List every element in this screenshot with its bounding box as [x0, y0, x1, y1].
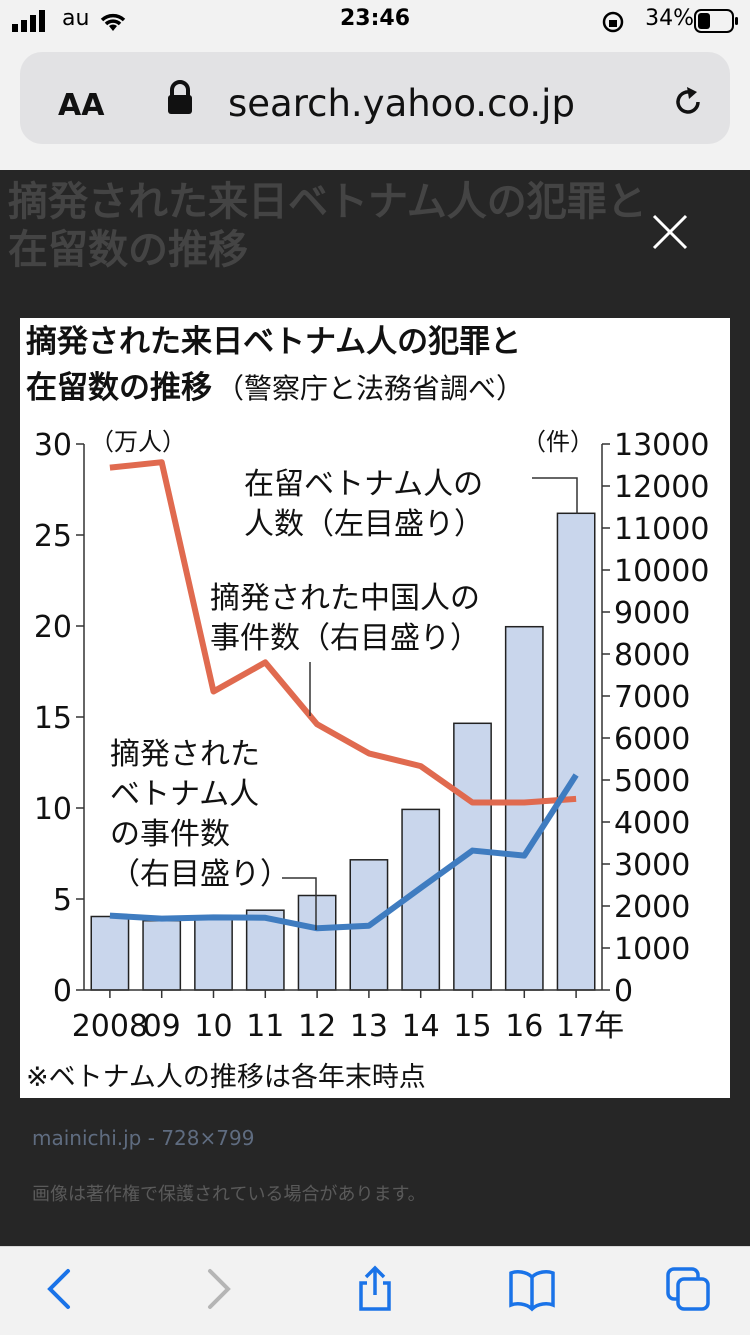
address-bar-area: AA search.yahoo.co.jp	[0, 44, 750, 170]
bar	[245, 909, 285, 991]
left-tick-label: 0	[53, 974, 72, 1009]
battery-icon	[694, 9, 738, 33]
vietnam-cases-label-line: 摘発された	[110, 737, 260, 772]
background-title: 摘発された来日ベトナム人の犯罪と 在留数の推移	[8, 179, 647, 273]
right-tick-label: 12000	[614, 470, 709, 505]
bars-label-line1: 摘発された中国人の	[210, 581, 480, 616]
bar	[194, 917, 233, 991]
vietnam-cases-label-line: （右目盛り）	[110, 857, 290, 892]
right-tick-label: 5000	[614, 764, 690, 799]
residents-label-line2: 人数（左目盛り）	[244, 507, 484, 542]
orientation-lock-icon	[602, 11, 624, 33]
right-tick-label: 7000	[614, 680, 690, 715]
x-tick-label: 10	[194, 1009, 232, 1044]
right-tick-label: 8000	[614, 638, 690, 673]
x-tick-label: 11	[246, 1009, 284, 1044]
x-tick-label: 14	[402, 1009, 440, 1044]
tabs-icon[interactable]	[664, 1265, 712, 1313]
vietnam-cases-leader-line	[282, 877, 317, 930]
image-meta: mainichi.jp - 728×799	[32, 1126, 254, 1150]
bar	[90, 915, 130, 991]
bar	[504, 625, 544, 991]
right-tick-label: 2000	[614, 890, 690, 925]
right-tick-label: 11000	[614, 512, 709, 547]
wifi-icon	[100, 13, 126, 31]
share-icon[interactable]	[351, 1265, 399, 1313]
status-bar: au 23:46 34%	[0, 0, 750, 44]
residents-leader-line	[532, 477, 578, 514]
url-text[interactable]: search.yahoo.co.jp	[228, 82, 575, 125]
right-tick-label: 0	[614, 974, 633, 1009]
right-tick-label: 10000	[614, 554, 709, 589]
right-axis-unit: （件）	[522, 428, 594, 456]
x-tick-label: 09	[143, 1009, 181, 1044]
right-tick-label: 3000	[614, 848, 690, 883]
left-tick-label: 10	[34, 792, 72, 827]
chart-title-line1: 摘発された来日ベトナム人の犯罪と	[26, 324, 521, 360]
clock: 23:46	[339, 6, 411, 31]
signal-icon	[12, 10, 45, 32]
left-axis-unit: （万人）	[90, 428, 186, 456]
chart-title-line2: 在留数の推移	[26, 370, 212, 406]
bookmarks-icon[interactable]	[508, 1265, 556, 1313]
lock-icon	[168, 80, 192, 114]
address-bar[interactable]: AA search.yahoo.co.jp	[20, 52, 730, 144]
right-tick-label: 1000	[614, 932, 690, 967]
close-icon[interactable]	[650, 212, 690, 252]
x-tick-label: 12	[298, 1009, 336, 1044]
bar	[556, 512, 596, 991]
right-tick-label: 6000	[614, 722, 690, 757]
copyright-notice: 画像は著作権で保護されている場合があります。	[32, 1184, 426, 1205]
image-preview: 摘発された来日ベトナム人の犯罪と 在留数の推移 （警察庁と法務省調べ） （万人） （件）…	[20, 318, 730, 1098]
x-tick-label: 15	[453, 1009, 491, 1044]
left-tick-label: 25	[34, 519, 72, 554]
reader-aa-button[interactable]: AA	[58, 88, 105, 123]
vietnam-cases-label-line: ベトナム人	[110, 777, 259, 812]
chart-source: （警察庁と法務省調べ）	[216, 372, 524, 405]
x-tick-label: 17年	[556, 1009, 624, 1044]
left-tick-label: 5	[53, 883, 72, 918]
x-tick-label: 2008	[72, 1009, 148, 1044]
image-dimensions: 728×799	[161, 1126, 255, 1150]
x-tick-label: 13	[350, 1009, 388, 1044]
x-tick-label: 16	[505, 1009, 543, 1044]
back-icon[interactable]	[36, 1265, 84, 1313]
bar	[142, 919, 182, 991]
image-source[interactable]: mainichi.jp	[32, 1126, 142, 1150]
carrier-label: au	[62, 6, 90, 31]
reload-icon[interactable]	[670, 84, 706, 120]
right-tick-label: 13000	[614, 428, 709, 463]
residents-label-line1: 在留ベトナム人の	[244, 467, 483, 502]
vietnam-cases-label-line: の事件数	[110, 817, 230, 852]
bars-label-line2: 事件数（右目盛り）	[210, 621, 480, 656]
right-tick-label: 9000	[614, 596, 690, 631]
forward-icon[interactable]	[194, 1265, 242, 1313]
left-tick-label: 30	[34, 428, 72, 463]
battery-percent: 34%	[645, 6, 694, 31]
right-tick-label: 4000	[614, 806, 690, 841]
vietnam-cases-line	[109, 773, 579, 932]
image-separator: -	[147, 1126, 162, 1150]
left-tick-label: 15	[34, 701, 72, 736]
bar	[297, 894, 337, 991]
browser-toolbar	[0, 1246, 750, 1335]
residents-line	[109, 459, 577, 806]
left-tick-label: 20	[34, 610, 72, 645]
chart-note: ※ベトナム人の推移は各年末時点	[26, 1062, 426, 1093]
